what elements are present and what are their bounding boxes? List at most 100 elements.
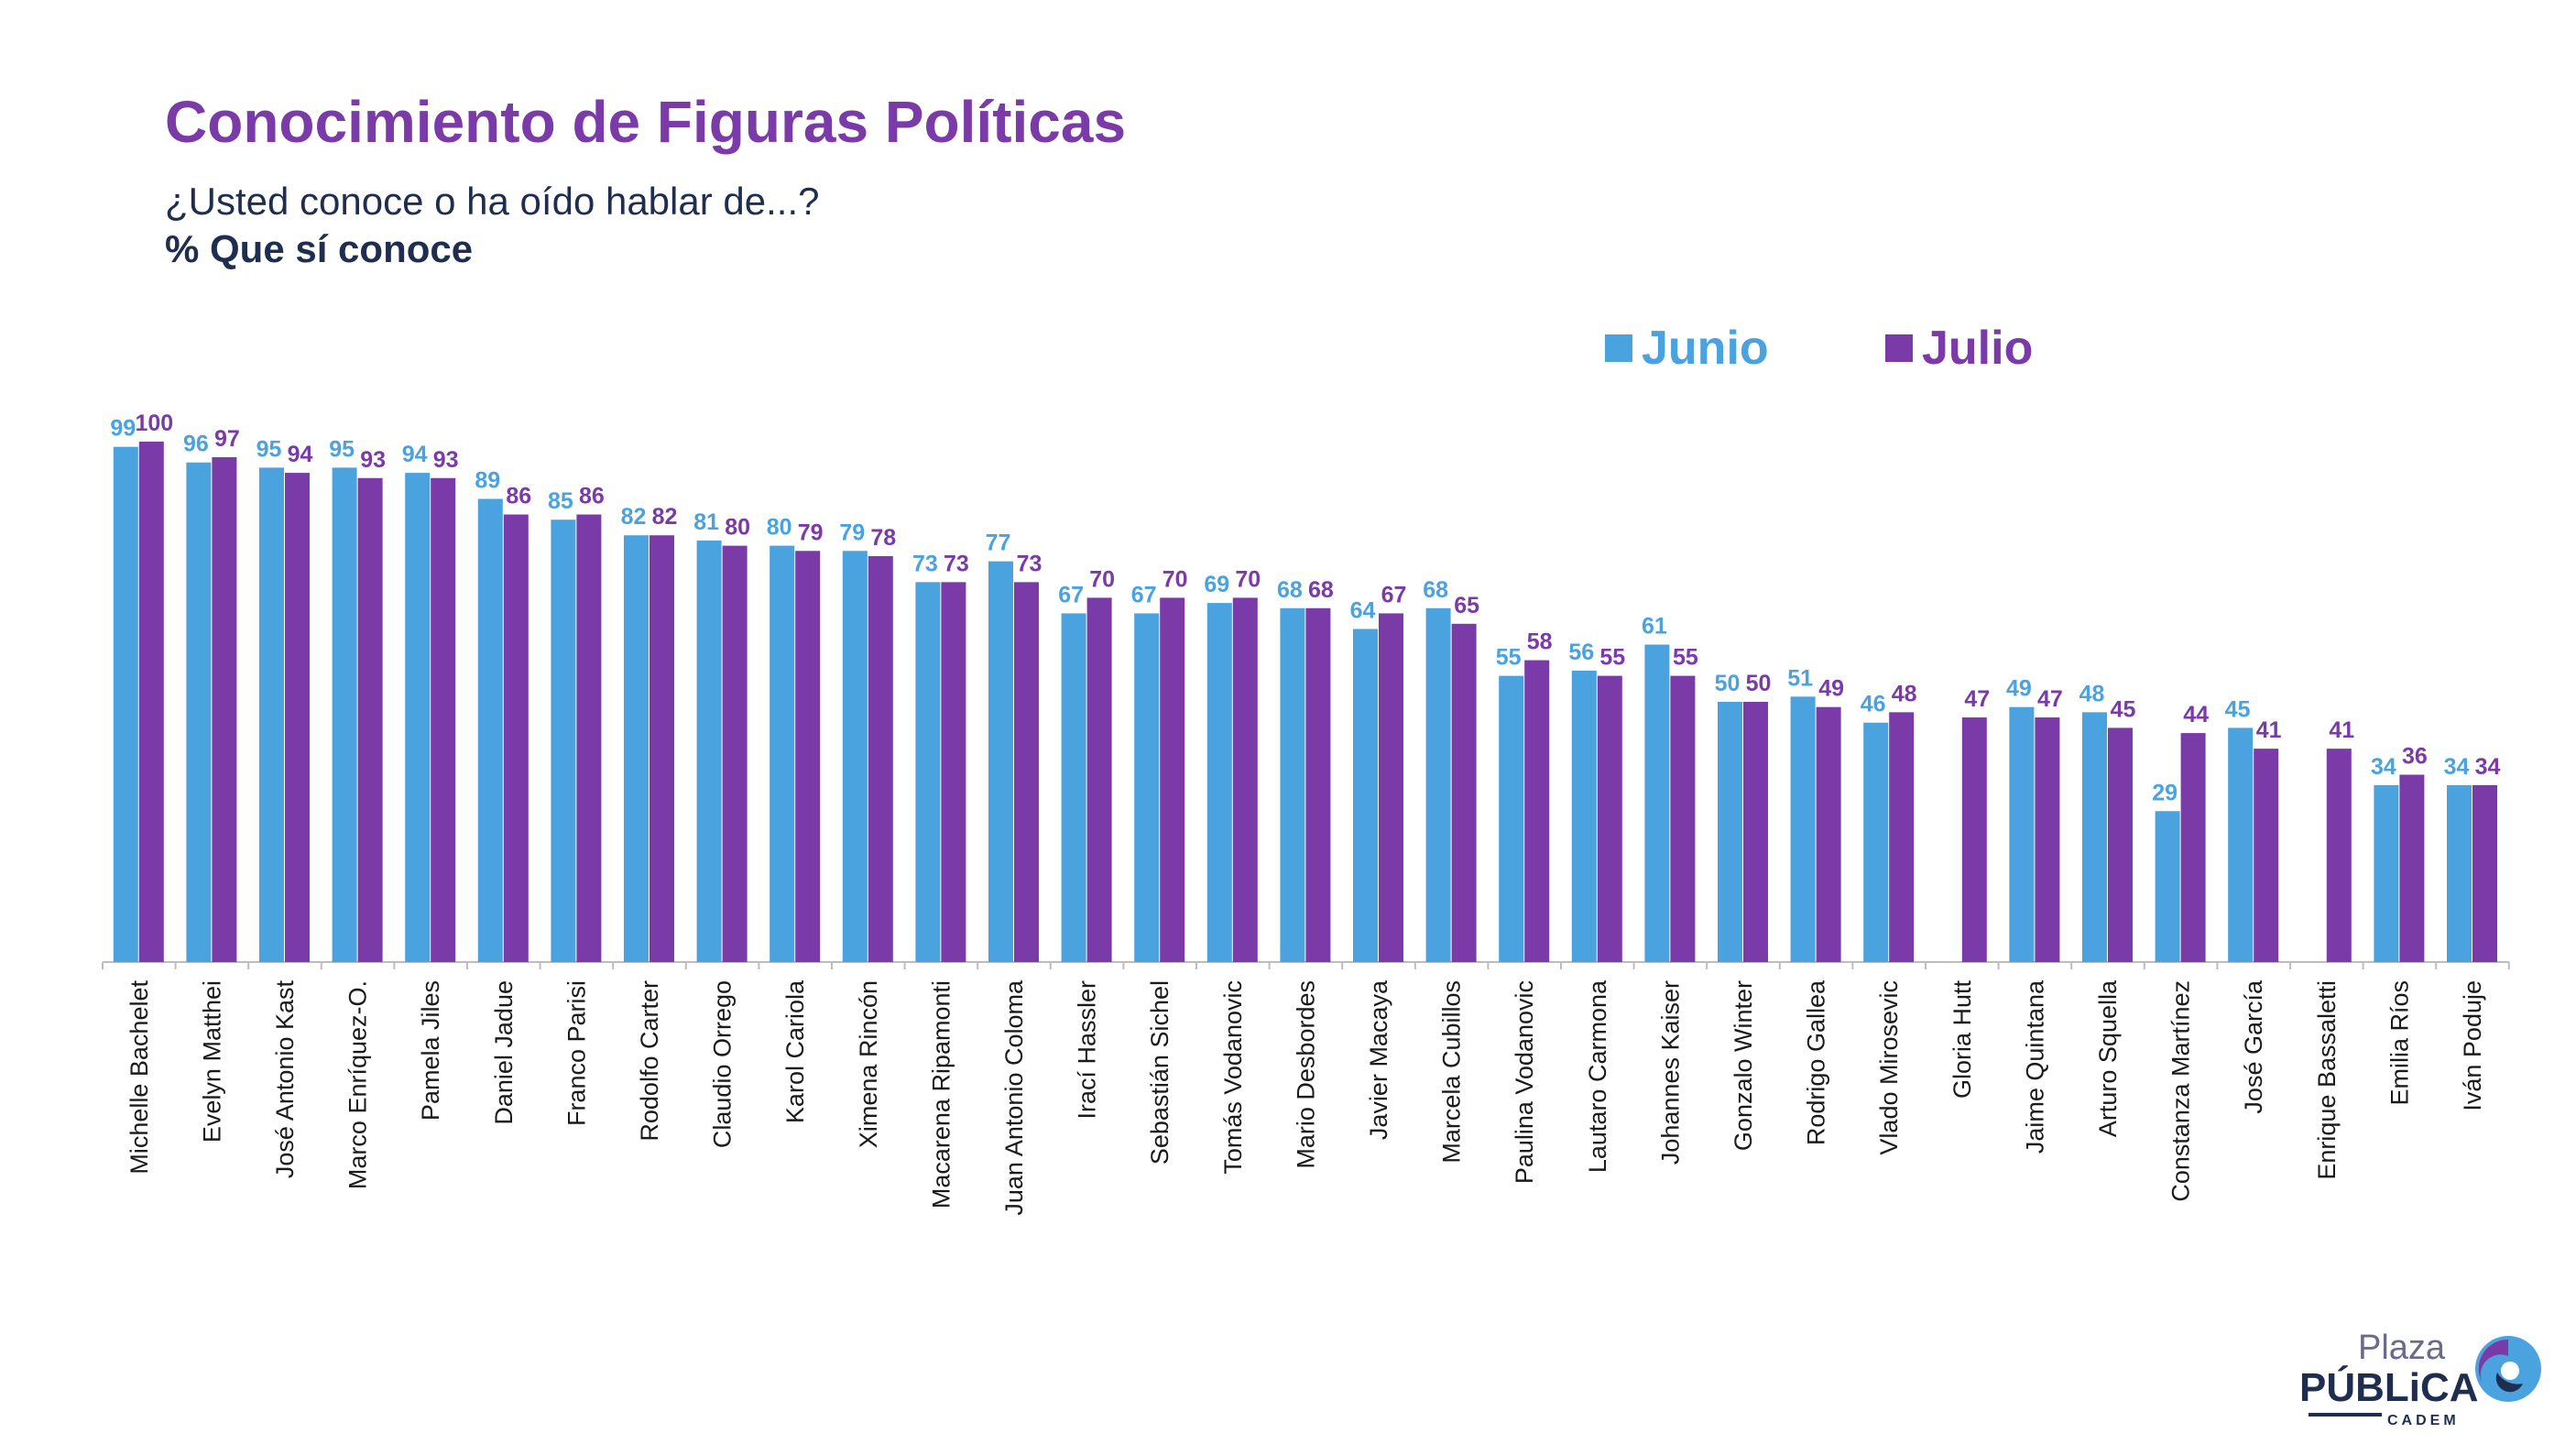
bar-junio: [1863, 722, 1889, 962]
bar-junio: [2155, 811, 2180, 962]
bar-junio: [1206, 603, 1232, 962]
data-label-junio: 48: [2079, 681, 2105, 706]
data-label-junio: 73: [912, 551, 938, 576]
category-label: Sebastián Sichel: [1146, 980, 1173, 1165]
category-label: Marcela Cubillos: [1438, 980, 1466, 1164]
bar-junio: [2082, 712, 2107, 962]
data-label-junio: 95: [257, 436, 282, 462]
bar-junio: [1061, 613, 1086, 962]
data-label-junio: 51: [1787, 665, 1813, 691]
category-label: Irací Hassler: [1074, 980, 1101, 1120]
bar-julio: [1379, 613, 1403, 962]
data-label-junio: 56: [1568, 640, 1594, 665]
data-label-julio: 93: [433, 447, 459, 473]
legend-swatch-junio: [1605, 334, 1632, 362]
category-label: Rodrigo Gallea: [1803, 979, 1830, 1145]
question-subtitle: ¿Usted conoce o ha oído hablar de...?: [165, 180, 820, 223]
data-label-julio: 93: [360, 447, 386, 473]
category-label: Marco Enríquez-O.: [344, 980, 372, 1189]
data-label-junio: 67: [1131, 582, 1157, 607]
bar-julio: [1232, 597, 1258, 962]
bar-junio: [1499, 675, 1524, 962]
data-label-junio: 80: [767, 515, 792, 541]
data-label-julio: 45: [2111, 696, 2136, 722]
bar-julio: [576, 514, 602, 962]
bar-julio: [1743, 702, 1768, 962]
logo-swirl-icon: [2475, 1336, 2541, 1402]
bar-julio: [2035, 717, 2060, 962]
data-label-junio: 95: [329, 436, 355, 462]
data-label-julio: 73: [1017, 551, 1042, 576]
bar-julio: [1889, 712, 1915, 962]
bar-julio: [1305, 607, 1331, 962]
category-label: Lautaro Carmona: [1584, 979, 1611, 1173]
bar-junio: [1571, 670, 1597, 962]
bar-junio: [1134, 613, 1160, 962]
category-label: Rodolfo Carter: [636, 980, 663, 1142]
data-label-julio: 86: [506, 484, 531, 509]
data-label-julio: 100: [135, 410, 173, 436]
data-label-junio: 94: [402, 442, 428, 467]
bar-julio: [2108, 727, 2133, 962]
data-label-julio: 70: [1089, 566, 1115, 592]
category-label: Tomás Vodanovic: [1219, 980, 1247, 1175]
data-label-julio: 47: [1964, 686, 1990, 712]
data-label-junio: 55: [1496, 645, 1522, 671]
logo-line1: Plaza: [2358, 1329, 2446, 1367]
data-label-junio: 79: [839, 520, 865, 545]
category-label: José Antonio Kast: [271, 980, 299, 1179]
bar-junio: [842, 551, 868, 962]
data-label-junio: 77: [986, 531, 1011, 556]
data-label-julio: 70: [1162, 566, 1188, 592]
bar-julio: [431, 477, 456, 962]
category-label: Constanza Martínez: [2167, 980, 2195, 1202]
data-label-julio: 78: [870, 525, 896, 551]
bar-junio: [2374, 784, 2399, 962]
data-label-julio: 80: [725, 515, 750, 541]
bar-junio: [551, 520, 576, 962]
legend-item-julio: Julio: [1885, 321, 2033, 376]
data-label-junio: 68: [1277, 577, 1303, 603]
data-label-junio: 50: [1715, 671, 1741, 696]
data-label-julio: 82: [652, 504, 678, 530]
data-label-julio: 58: [1527, 629, 1553, 655]
bar-julio: [503, 514, 529, 962]
data-label-julio: 79: [798, 520, 824, 545]
data-label-julio: 68: [1308, 577, 1334, 603]
bar-junio: [1718, 702, 1742, 962]
category-label: Michelle Bachelet: [126, 980, 153, 1175]
bar-julio: [285, 473, 310, 962]
bar-julio: [357, 477, 383, 962]
data-label-junio: 61: [1642, 614, 1667, 640]
category-label: Paulina Vodanovic: [1511, 980, 1538, 1184]
category-label: Enrique Bassaletti: [2313, 980, 2341, 1180]
bar-junio: [696, 540, 722, 962]
data-label-junio: 82: [621, 504, 647, 530]
category-label: Daniel Jadue: [490, 980, 518, 1125]
bar-julio: [2472, 784, 2497, 962]
bar-julio: [1160, 597, 1185, 962]
data-label-junio: 46: [1861, 692, 1886, 717]
data-label-junio: 29: [2152, 780, 2178, 805]
bar-julio: [868, 555, 893, 962]
bar-junio: [186, 462, 212, 963]
category-label: Macarena Ripamonti: [927, 980, 955, 1209]
data-label-julio: 41: [2256, 717, 2282, 743]
bar-julio: [795, 551, 821, 962]
data-label-julio: 44: [2183, 702, 2209, 727]
data-label-julio: 47: [2037, 686, 2063, 712]
data-label-junio: 96: [183, 432, 209, 457]
bar-julio: [941, 582, 966, 962]
bar-junio: [624, 535, 649, 962]
page-title: Conocimiento de Figuras Políticas: [165, 89, 1127, 155]
category-label: Pamela Jiles: [417, 980, 444, 1121]
data-label-junio: 69: [1204, 572, 1229, 597]
bar-junio: [477, 498, 503, 962]
bar-junio: [259, 467, 284, 962]
data-label-junio: 67: [1058, 582, 1084, 607]
bar-julio: [649, 535, 674, 962]
category-label: Karol Cariola: [781, 979, 809, 1123]
bar-julio: [1670, 675, 1696, 962]
bar-julio: [1014, 582, 1039, 962]
